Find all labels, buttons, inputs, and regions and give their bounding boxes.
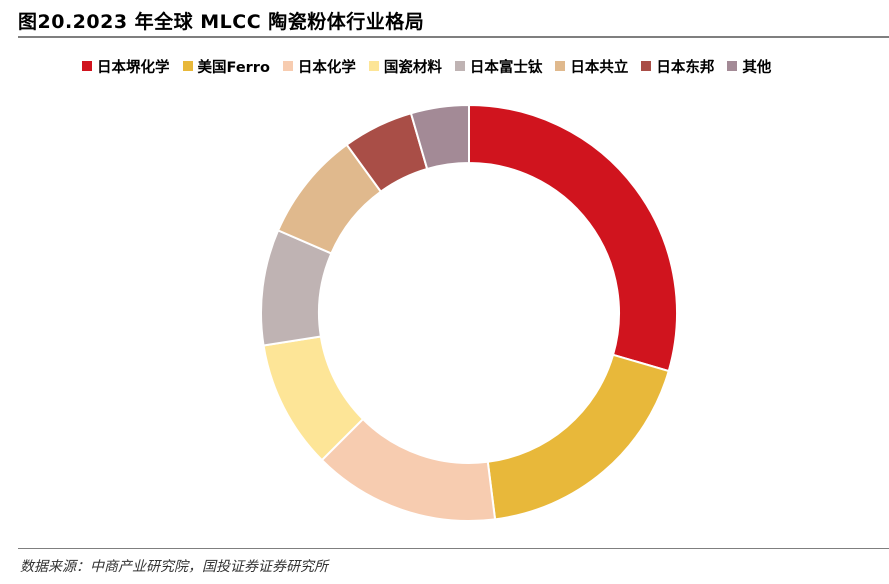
donut-slice-7 xyxy=(409,103,470,171)
donut-slice-1 xyxy=(486,353,670,521)
legend-label: 日本东邦 xyxy=(656,59,715,76)
legend-label: 美国Ferro xyxy=(197,59,270,76)
legend-item-ferro: 美国Ferro xyxy=(182,56,270,77)
legend-swatch xyxy=(182,61,193,71)
legend-label: 其他 xyxy=(742,59,772,76)
legend-swatch xyxy=(82,61,92,71)
legend-label: 日本化学 xyxy=(297,59,356,76)
chart-legend: 日本堺化学 美国Ferro 日本化学 国瓷材料 日本富士钛 日本共立 日本东邦 … xyxy=(82,56,771,76)
legend-item-fuji-titanium: 日本富士钛 xyxy=(454,56,543,77)
chart-title: 图20.2023 年全球 MLCC 陶瓷粉体行业格局 xyxy=(18,11,425,33)
source-note: 数据来源：中商产业研究院，国投证券证券研究所 xyxy=(20,559,328,575)
legend-swatch xyxy=(454,61,465,71)
legend-label: 国瓷材料 xyxy=(383,59,442,76)
legend-swatch xyxy=(641,61,652,71)
legend-item-sinocera: 国瓷材料 xyxy=(368,56,442,77)
legend-label: 日本富士钛 xyxy=(469,59,543,76)
legend-item-toho: 日本东邦 xyxy=(641,56,714,77)
legend-swatch xyxy=(555,61,566,71)
donut-slice-0 xyxy=(468,103,678,373)
legend-item-kyoritsu: 日本共立 xyxy=(555,56,628,77)
legend-swatch xyxy=(282,61,293,71)
legend-item-others: 其他 xyxy=(727,56,771,77)
title-divider xyxy=(18,36,889,38)
legend-swatch xyxy=(727,61,738,71)
legend-item-sakai: 日本堺化学 xyxy=(82,56,170,77)
legend-item-nippon-chemical: 日本化学 xyxy=(282,56,356,77)
legend-label: 日本共立 xyxy=(570,59,629,76)
legend-label: 日本堺化学 xyxy=(97,59,170,76)
source-divider xyxy=(18,548,889,549)
legend-swatch xyxy=(368,61,379,71)
